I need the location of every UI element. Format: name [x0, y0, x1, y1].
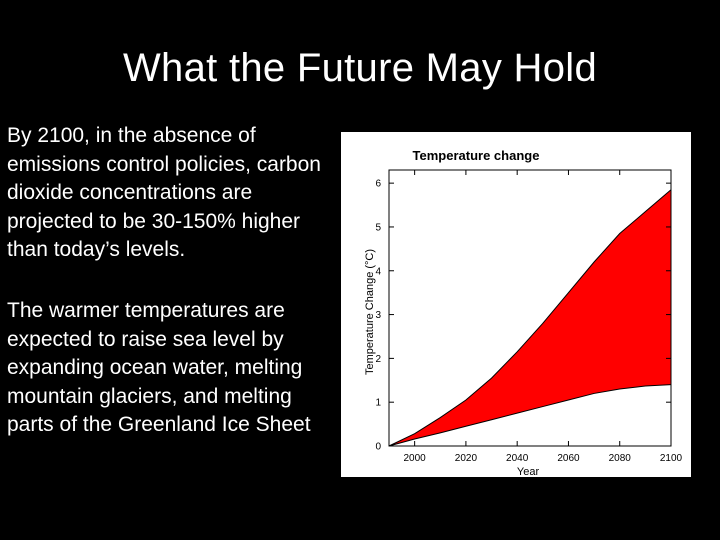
bullet-sea-level: The warmer temperatures are expected to … [7, 299, 311, 436]
lower-bound-line [388, 384, 672, 447]
y-axis-label: Temperature Change (°C) [364, 249, 376, 375]
projection-band-area [389, 189, 671, 446]
y-tick-label: 6 [375, 179, 381, 190]
axes-layer: 0 1 2 3 4 5 6 2000 2020 2040 2060 2080 2100 [375, 170, 683, 464]
plot-frame [388, 169, 672, 447]
x-tick-label: 2100 [660, 453, 683, 464]
y-tick-label: 5 [375, 222, 381, 233]
slide-title: What the Future May Hold [122, 46, 598, 90]
bullet-co2-projection: By 2100, in the absence of emissions con… [7, 124, 321, 261]
x-tick-label: 2020 [455, 453, 478, 464]
y-tick-label: 1 [375, 398, 381, 409]
upper-bound-line [388, 189, 672, 447]
band-layer [388, 189, 672, 447]
x-tick-label: 2040 [506, 453, 529, 464]
temperature-chart-panel: Temperature change 0 1 2 3 4 5 6 2000 2020 2040 20… [341, 132, 691, 477]
x-axis-label: Year [517, 466, 540, 477]
x-tick-label: 2000 [404, 453, 427, 464]
chart-title: Temperature change [413, 148, 540, 163]
y-tick-label: 0 [375, 442, 381, 453]
y-tick-label: 2 [375, 354, 381, 365]
y-tick-label: 4 [375, 266, 381, 277]
temperature-change-chart: Temperature change 0 1 2 3 4 5 6 2000 2020 2040 20… [364, 148, 683, 477]
x-tick-label: 2080 [609, 453, 632, 464]
x-tick-label: 2060 [557, 453, 580, 464]
y-tick-label: 3 [375, 310, 381, 321]
